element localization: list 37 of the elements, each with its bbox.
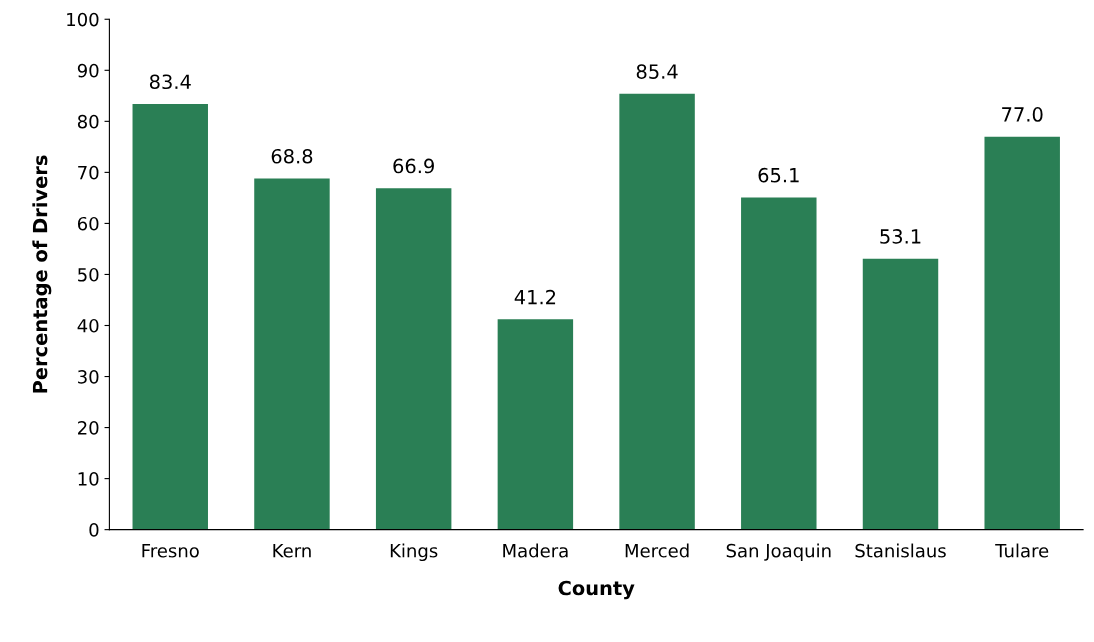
data-label: 65.1 bbox=[758, 167, 799, 183]
y-tick-label: 50 bbox=[78, 267, 99, 282]
x-tick-label: Kings bbox=[390, 543, 438, 562]
bar bbox=[254, 178, 330, 530]
data-label: 41.2 bbox=[514, 289, 556, 305]
bar bbox=[375, 188, 452, 530]
data-label: 85.4 bbox=[636, 64, 678, 79]
bar bbox=[619, 93, 695, 530]
x-tick-label: Kern bbox=[273, 544, 311, 558]
y-tick-label: 0 bbox=[89, 523, 99, 537]
bar bbox=[741, 197, 817, 530]
y-axis-title: Percentage of Drivers bbox=[32, 155, 52, 393]
y-tick-label: 40 bbox=[77, 318, 99, 333]
data-label: 83.4 bbox=[149, 74, 191, 90]
data-label: 68.8 bbox=[271, 148, 313, 164]
bar bbox=[984, 136, 1060, 530]
y-tick-label: 30 bbox=[78, 369, 99, 384]
data-label: 66.9 bbox=[393, 158, 434, 174]
x-tick-label: San Joaquin bbox=[726, 543, 831, 562]
y-tick-label: 100 bbox=[67, 12, 99, 27]
x-tick-label: Merced bbox=[625, 543, 689, 558]
data-label: 53.1 bbox=[880, 229, 921, 244]
x-tick-label: Stanislaus bbox=[855, 543, 946, 558]
y-tick-label: 60 bbox=[77, 216, 99, 231]
y-tick-label: 20 bbox=[78, 421, 99, 435]
y-tick-label: 10 bbox=[78, 472, 99, 486]
y-tick-label: 90 bbox=[77, 63, 99, 78]
x-axis-title: County bbox=[558, 580, 635, 600]
data-label: 77.0 bbox=[1002, 107, 1043, 122]
x-tick-label: Madera bbox=[503, 543, 568, 558]
bar bbox=[132, 103, 208, 530]
y-tick-label: 70 bbox=[78, 165, 99, 180]
y-tick-label: 80 bbox=[77, 114, 99, 129]
x-tick-label: Tulare bbox=[995, 543, 1049, 558]
x-tick-label: Fresno bbox=[142, 544, 199, 558]
bar bbox=[497, 319, 574, 530]
bar bbox=[862, 258, 939, 530]
